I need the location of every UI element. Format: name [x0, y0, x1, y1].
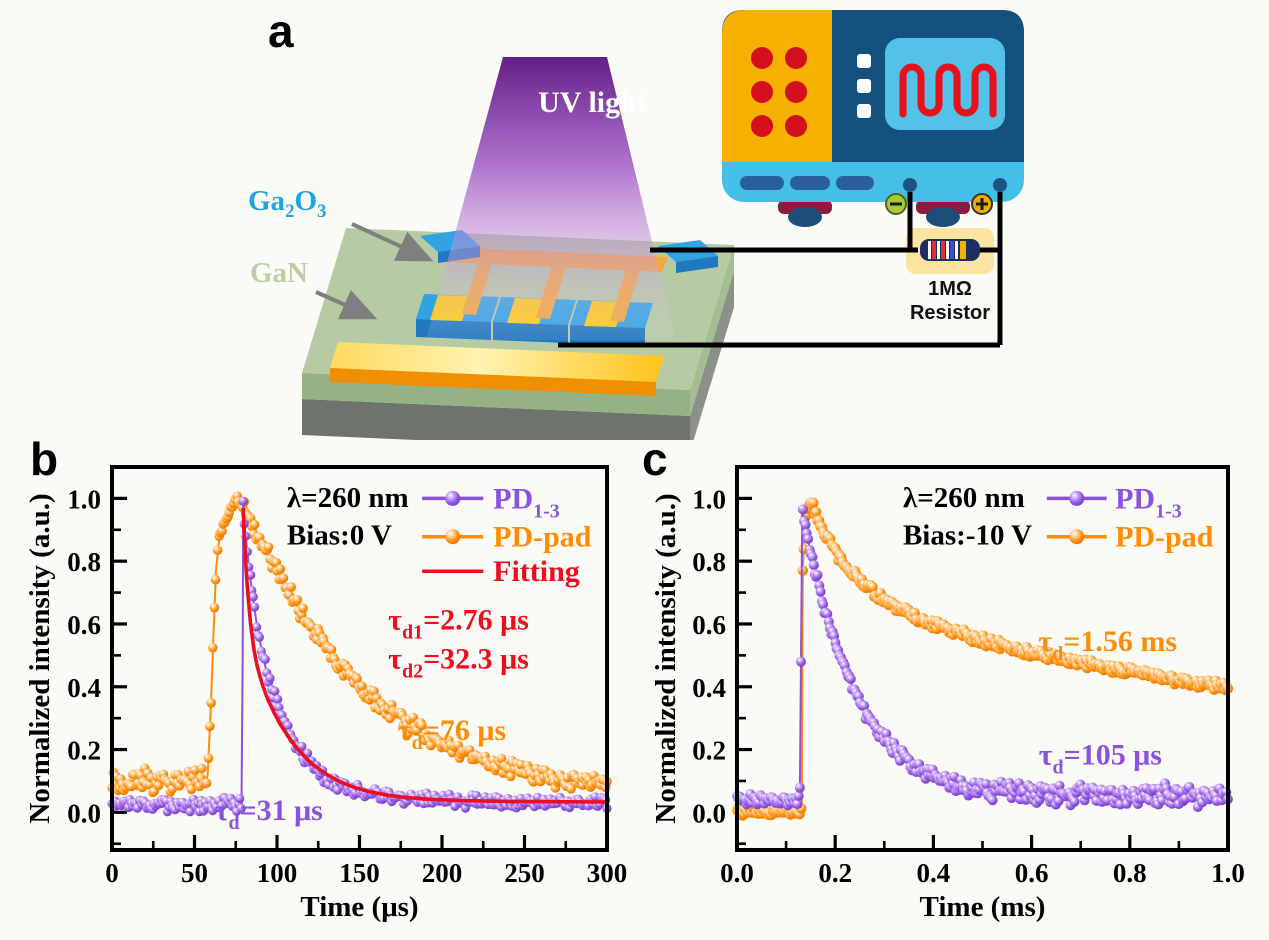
polarity-badges: [885, 193, 993, 215]
svg-text:0.0: 0.0: [692, 798, 726, 828]
svg-text:0.2: 0.2: [67, 736, 101, 766]
svg-text:0.4: 0.4: [692, 673, 726, 703]
svg-text:100: 100: [257, 858, 298, 888]
gan-arrow: [315, 290, 378, 320]
panel-b-label: b: [30, 433, 59, 485]
label-arrows: [315, 222, 434, 320]
annotation: τd2=32.3 μs: [388, 643, 529, 683]
series-PD-pad: [731, 497, 1234, 821]
oscilloscope: [722, 10, 1024, 227]
svg-text:50: 50: [181, 858, 208, 888]
bottom-electrode-edge: [330, 368, 656, 396]
plot-frame: [735, 465, 1230, 852]
x-axis-title: Time (μs): [300, 891, 418, 923]
series-PD-pad: [107, 491, 612, 798]
legend-label: PD1-3: [1115, 482, 1182, 522]
oscilloscope-knob-panel: [722, 10, 832, 162]
svg-text:1.0: 1.0: [1211, 858, 1245, 888]
annotation: λ=260 nm: [287, 482, 409, 514]
oscilloscope-feet: [778, 200, 970, 227]
resistor: [920, 239, 980, 261]
svg-text:0.6: 0.6: [67, 610, 101, 640]
annotation: τd=105 μs: [1039, 738, 1162, 778]
chart-b: 0 50 100 150 200 250 300 0.0 0.2 0.4 0.6 0.8 1.0 Time…: [24, 465, 627, 923]
oscilloscope-buttons[interactable]: [857, 54, 871, 118]
panel-a-label: a: [268, 5, 294, 57]
annotation: λ=260 nm: [903, 482, 1025, 514]
negative-terminal[interactable]: [903, 178, 917, 192]
svg-text:0.6: 0.6: [692, 610, 726, 640]
legend-label: PD-pad: [493, 521, 592, 554]
svg-text:0.8: 0.8: [67, 547, 101, 577]
svg-text:0.0: 0.0: [67, 798, 101, 828]
x-axis-title: Time (ms): [920, 891, 1046, 923]
svg-text:150: 150: [339, 858, 380, 888]
svg-text:1.0: 1.0: [692, 484, 726, 514]
svg-text:0.4: 0.4: [917, 858, 951, 888]
series-Fitting: [241, 507, 608, 804]
oscilloscope-slots: [740, 176, 874, 190]
resistor-value: 1MΩ: [928, 278, 972, 300]
svg-text:200: 200: [422, 858, 463, 888]
annotation: Bias:0 V: [287, 519, 392, 551]
plot-frame: [110, 465, 609, 852]
oscilloscope-wave-icon: [899, 63, 997, 118]
svg-text:0.0: 0.0: [720, 858, 754, 888]
resistor-label: Resistor: [909, 302, 991, 324]
legend: PD1-3PD-pad: [1046, 482, 1214, 554]
series-PD1-3: [732, 504, 1233, 812]
bottom-electrode-pad: [330, 342, 664, 382]
y-axis-title: Normalized intensity (a.u.): [24, 493, 56, 823]
y-axis-title: Normalized intensity (a.u.): [650, 493, 682, 823]
svg-text:0.4: 0.4: [67, 673, 101, 703]
svg-text:0.2: 0.2: [818, 858, 852, 888]
axis-labels: 0 50 100 150 200 250 300 0.0 0.2 0.4 0.6 0.8 1.0 Time…: [24, 484, 627, 923]
substrate-right: [690, 271, 734, 440]
oscilloscope-knobs[interactable]: [751, 47, 807, 137]
chart-c: 0.0 0.2 0.4 0.6 0.8 1.0 0.0 0.2 0.4 0.6 0.8 1.0 Time…: [650, 465, 1245, 923]
ga2o3-label: Ga2O3: [248, 185, 327, 222]
axis-labels: 0.0 0.2 0.4 0.6 0.8 1.0 0.0 0.2 0.4 0.6 0.8 1.0 Time…: [650, 484, 1245, 923]
uv-light-label: UV light: [538, 86, 647, 119]
svg-text:0: 0: [105, 858, 119, 888]
svg-text:0.8: 0.8: [1113, 858, 1147, 888]
gan-label: GaN: [250, 257, 308, 289]
annotation: Bias:-10 V: [903, 519, 1032, 551]
uv-beam: [426, 57, 676, 340]
svg-text:0.8: 0.8: [692, 547, 726, 577]
annotation: τd=31 μs: [215, 794, 323, 834]
annotation: τd1=2.76 μs: [388, 603, 529, 643]
ga2o3-arrow: [351, 222, 434, 262]
svg-text:300: 300: [587, 858, 628, 888]
annotation: τd=76 μs: [398, 714, 506, 754]
positive-terminal[interactable]: [993, 178, 1007, 192]
panel-a-schematic: [302, 10, 1024, 440]
svg-text:1.0: 1.0: [67, 484, 101, 514]
annotation: τd=1.56 ms: [1038, 625, 1177, 665]
gan-layer-right: [690, 245, 734, 416]
svg-text:250: 250: [504, 858, 545, 888]
substrate-front: [302, 399, 690, 440]
svg-text:0.2: 0.2: [692, 736, 726, 766]
panel-c-label: c: [642, 433, 668, 485]
legend-label: Fitting: [493, 555, 580, 588]
annotations: λ=260 nm Bias:-10 V τd=1.56 ms τd=105 μs: [903, 482, 1177, 778]
legend-label: PD-pad: [1115, 521, 1214, 554]
circuit-wires: [558, 192, 1003, 348]
svg-text:0.6: 0.6: [1015, 858, 1049, 888]
legend-label: PD1-3: [493, 482, 560, 522]
